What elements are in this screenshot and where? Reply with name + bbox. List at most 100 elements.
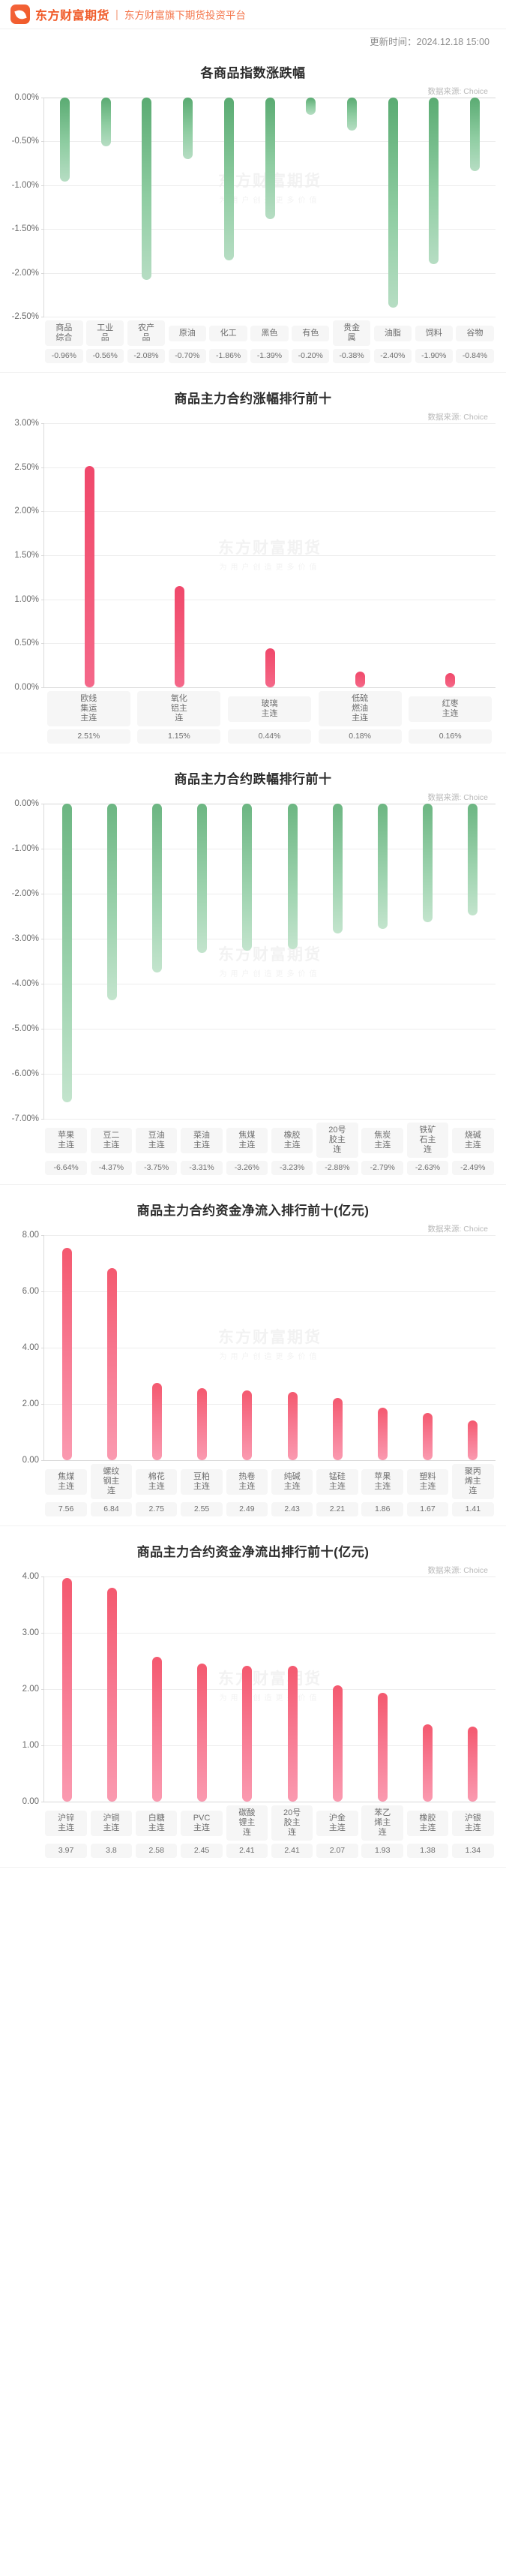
- data-value-cell: 0.44%: [224, 729, 315, 744]
- y-axis-tick-label: -2.00%: [11, 889, 39, 898]
- data-value-cell: 1.41: [451, 1502, 496, 1516]
- bar[interactable]: [265, 648, 275, 687]
- gridline: [44, 1689, 496, 1690]
- data-value-label: 1.93: [361, 1844, 403, 1858]
- bar[interactable]: [152, 804, 162, 972]
- bar[interactable]: [468, 1726, 478, 1802]
- bar[interactable]: [388, 98, 398, 308]
- gridline: [44, 1119, 496, 1120]
- data-value-cell: 1.15%: [134, 729, 225, 744]
- bar[interactable]: [378, 804, 388, 930]
- gridline: [44, 1633, 496, 1634]
- x-axis-label-cell: 沪银 主连: [451, 1805, 496, 1841]
- x-axis-label-cell: 塑料 主连: [405, 1464, 450, 1499]
- bar[interactable]: [445, 673, 456, 687]
- bar[interactable]: [242, 1390, 253, 1460]
- data-value-label: 3.97: [45, 1844, 87, 1858]
- gridline: [44, 687, 496, 688]
- bar[interactable]: [61, 804, 72, 1103]
- x-axis-label: 豆油 主连: [136, 1127, 178, 1153]
- y-axis-tick-label: 0.00: [22, 1456, 39, 1465]
- bar[interactable]: [197, 804, 208, 953]
- data-value-cell: -0.70%: [166, 349, 208, 363]
- bar[interactable]: [287, 804, 298, 949]
- bar[interactable]: [183, 98, 193, 159]
- y-axis-tick-label: 0.00%: [14, 799, 39, 808]
- x-axis-label: 欧线 集运 主连: [46, 691, 130, 726]
- bar[interactable]: [84, 466, 94, 687]
- bar[interactable]: [175, 586, 185, 687]
- x-axis-label-cell: 化工: [208, 320, 249, 346]
- bar[interactable]: [378, 1693, 388, 1802]
- y-axis-tick-label: 8.00: [22, 1231, 39, 1240]
- bar[interactable]: [287, 1391, 298, 1460]
- x-axis-label: 农产品: [127, 320, 166, 346]
- x-axis-label: 碳酸 锂主连: [226, 1805, 268, 1841]
- bar[interactable]: [142, 98, 152, 280]
- bar[interactable]: [242, 1666, 253, 1802]
- bar[interactable]: [332, 804, 343, 933]
- bar[interactable]: [106, 1588, 117, 1802]
- bar[interactable]: [106, 1267, 117, 1460]
- update-time-text: 更新时间：2024.12.18 15:00: [370, 36, 490, 47]
- bar[interactable]: [265, 98, 275, 220]
- bar[interactable]: [152, 1656, 162, 1802]
- data-value-cell: 2.41: [224, 1844, 269, 1858]
- bar[interactable]: [59, 98, 70, 182]
- bar[interactable]: [423, 1724, 433, 1802]
- bar[interactable]: [423, 1413, 433, 1460]
- data-value-cell: -0.38%: [331, 349, 373, 363]
- x-axis-label: 烧碱 主连: [452, 1127, 494, 1153]
- bar[interactable]: [197, 1388, 208, 1460]
- data-value-cell: 7.56: [43, 1502, 88, 1516]
- data-value-label: 2.49: [226, 1502, 268, 1516]
- bar[interactable]: [332, 1685, 343, 1802]
- brand-name: 东方财富期货: [35, 10, 110, 23]
- bar[interactable]: [470, 98, 481, 172]
- data-value-label: 0.18%: [318, 729, 402, 744]
- bar[interactable]: [332, 1398, 343, 1460]
- bar[interactable]: [355, 671, 365, 687]
- chart-source-label: 数据来源: Choice: [427, 413, 488, 422]
- bar[interactable]: [100, 98, 111, 147]
- x-axis-label-cell: 苹果 主连: [360, 1464, 405, 1499]
- bar[interactable]: [242, 804, 253, 951]
- x-axis-label-cell: 白糖 主连: [134, 1805, 179, 1841]
- data-value-cell: 2.58: [134, 1844, 179, 1858]
- data-value-label: -2.40%: [373, 349, 412, 363]
- bar[interactable]: [61, 1247, 72, 1460]
- bar[interactable]: [378, 1408, 388, 1460]
- bar[interactable]: [197, 1664, 208, 1802]
- bar[interactable]: [423, 804, 433, 922]
- data-value-cell: 1.38: [405, 1844, 450, 1858]
- bar[interactable]: [61, 1578, 72, 1802]
- chart-title: 商品主力合约跌幅排行前十: [174, 772, 332, 786]
- brand-divider: |: [115, 8, 118, 21]
- bar[interactable]: [223, 98, 234, 261]
- data-value-label: 3.8: [90, 1844, 133, 1858]
- y-axis-tick-label: 4.00: [22, 1343, 39, 1352]
- data-value-cell: 2.43: [269, 1502, 314, 1516]
- bar[interactable]: [287, 1666, 298, 1802]
- data-value-label: -0.84%: [456, 349, 494, 363]
- bar[interactable]: [106, 804, 117, 1001]
- x-axis-labels: 欧线 集运 主连 氧化 铝主连玻璃 主连 低硫 燃油 主连 红枣 主连: [43, 691, 496, 726]
- gridline: [44, 555, 496, 556]
- x-axis-label-cell: 20号 胶主连: [269, 1805, 314, 1841]
- x-axis-label-cell: 焦煤 主连: [224, 1123, 269, 1158]
- gridline: [44, 467, 496, 468]
- data-value-label: 2.75: [136, 1502, 178, 1516]
- x-axis-label: 沪银 主连: [452, 1810, 494, 1836]
- bar[interactable]: [347, 98, 357, 131]
- bar[interactable]: [429, 98, 439, 264]
- bar[interactable]: [306, 98, 316, 116]
- plot-canvas: 东方财富期货 为用户创造更多价值 3.00% 2.50% 2.00% 1.50% 1.00%…: [14, 419, 496, 692]
- x-axis-label-cell: 有色: [290, 320, 331, 346]
- x-axis-label-cell: 饲料: [413, 320, 454, 346]
- bar[interactable]: [468, 804, 478, 916]
- bar[interactable]: [468, 1420, 478, 1460]
- bar[interactable]: [152, 1382, 162, 1460]
- data-value-cell: 1.67: [405, 1502, 450, 1516]
